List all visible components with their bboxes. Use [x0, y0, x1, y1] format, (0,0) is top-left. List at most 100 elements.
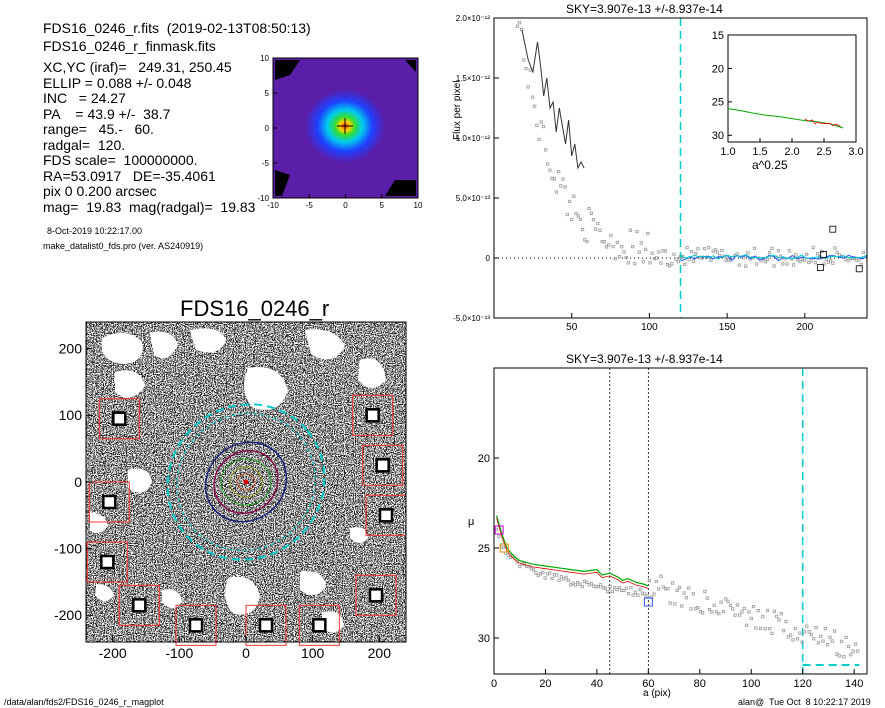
mu-data-point: [823, 627, 827, 631]
mask-box-star: [365, 408, 380, 423]
sky-data-point: [598, 228, 602, 232]
mu-data-point: [728, 603, 733, 607]
inset-x-tick-label: 3.0: [848, 146, 863, 158]
mu-data-point: [599, 583, 603, 587]
mu-x-tick-label: 60: [642, 678, 654, 690]
sky-data-point: [763, 260, 767, 264]
image-x-tick-label: -100: [165, 645, 193, 661]
mu-data-point: [613, 585, 617, 590]
sky-data-point: [846, 259, 850, 263]
mask-box-star: [188, 618, 204, 633]
sky-data-point: [798, 259, 802, 264]
mu-data-point: [527, 565, 531, 569]
mask-box-star: [375, 458, 390, 473]
mu-data-point: [668, 601, 672, 605]
sky-data-point: [604, 245, 609, 249]
mu-data-point: [788, 633, 793, 637]
sky-data-point: [746, 251, 750, 255]
sky-data-point: [633, 261, 637, 266]
sky-data-point: [755, 262, 759, 266]
mu-data-point: [786, 635, 790, 639]
mu-data-point: [657, 587, 661, 591]
sky-data-point: [805, 252, 809, 257]
sky-y-tick-label: 1.5×10⁻¹²: [456, 74, 491, 83]
sky-data-point: [641, 260, 646, 264]
cutout-x-tick-label: 0: [343, 201, 348, 210]
mu-data-point: [638, 587, 642, 592]
mask-box-outer: [352, 394, 394, 436]
mu-data-point: [541, 570, 545, 575]
image-x-tick-label: 0: [242, 645, 250, 661]
mu-data-point: [636, 593, 640, 597]
mu-data-point: [707, 607, 712, 612]
mu-data-point: [751, 604, 756, 609]
param-xc-yc: XC,YC (iraf)= 249.31, 250.45: [43, 59, 232, 75]
mu-data-point: [761, 614, 765, 619]
mu-data-point: [738, 613, 742, 617]
sky-outlier-box: [855, 265, 863, 273]
mu-data-point: [784, 619, 788, 624]
sky-data-point: [587, 206, 591, 211]
sky-y-tick-label: 0: [486, 254, 491, 263]
image-x-tick-label: 200: [368, 645, 392, 661]
mu-data-point: [652, 592, 656, 596]
mu-data-point: [645, 594, 649, 598]
isophote-ellipse: [236, 473, 256, 491]
mu-data-point: [631, 593, 635, 597]
mu-data-point: [777, 618, 781, 622]
mu-data-point: [571, 581, 575, 585]
sky-data-point: [639, 241, 643, 245]
sky-x-tick-label: 100: [641, 322, 658, 333]
mu-xlabel: a (pix): [643, 688, 671, 699]
mu-data-point: [846, 644, 851, 649]
image-mask-holes: [90, 328, 386, 633]
mask-box-outer: [175, 604, 217, 646]
mu-x-tick-label: 20: [539, 678, 551, 690]
sky-data-point: [572, 194, 576, 198]
sky-data-point: [561, 177, 565, 181]
mu-data-point: [747, 610, 751, 614]
galaxy-center: [243, 479, 249, 485]
sky-y-tick-label: 5.0×10⁻¹³: [456, 194, 491, 203]
sky-data-point: [752, 246, 757, 251]
mu-data-point: [647, 578, 651, 583]
param-fds-scale: FDS scale= 100000000.: [43, 152, 198, 168]
param-radgal: radgal= 120.: [43, 136, 126, 153]
sky-data-point: [831, 261, 835, 265]
mu-data-point: [809, 633, 814, 637]
sky-radius-ellipse: [166, 403, 326, 561]
sky-data-point: [668, 264, 672, 268]
mu-data-point: [680, 604, 684, 608]
mu-data-point: [608, 584, 612, 588]
mask-box-outer: [298, 604, 340, 646]
sky-plot-title: SKY=3.907e-13 +/-8.937e-14: [566, 2, 723, 16]
mu-data-point: [756, 608, 760, 613]
sky-data-point: [787, 249, 791, 253]
mu-data-point: [800, 640, 804, 644]
mu-x-tick-label: 0: [491, 678, 497, 690]
mu-data-point: [532, 568, 536, 572]
mu-data-point: [837, 654, 841, 658]
sky-data-point: [707, 246, 711, 250]
sky-data-point: [822, 262, 826, 266]
mu-data-point: [770, 631, 774, 635]
mask-box-star: [312, 618, 327, 633]
mu-data-point: [826, 643, 830, 647]
cutout-x-tick-label: 10: [414, 201, 423, 210]
mu-data-point: [673, 602, 677, 606]
mu-ylabel: μ: [468, 516, 475, 528]
sky-data-point: [607, 243, 611, 247]
inset-profile-line: [727, 108, 844, 129]
sky-data-point: [785, 262, 789, 266]
range-outer-ellipse: [204, 441, 288, 523]
mu-data-point: [835, 652, 839, 656]
sky-data-point: [646, 231, 650, 236]
mu-data-point: [849, 653, 853, 657]
program-version: make_datalist0_fds.pro (ver. AS240919): [43, 241, 204, 251]
image-y-tick-label: 100: [59, 407, 83, 423]
mask-box-star: [258, 618, 274, 633]
sky-outer-profile-alt: [680, 254, 868, 260]
mu-data-point: [691, 592, 695, 596]
sky-x-tick-label: 150: [719, 322, 736, 333]
mu-data-point: [703, 589, 707, 593]
